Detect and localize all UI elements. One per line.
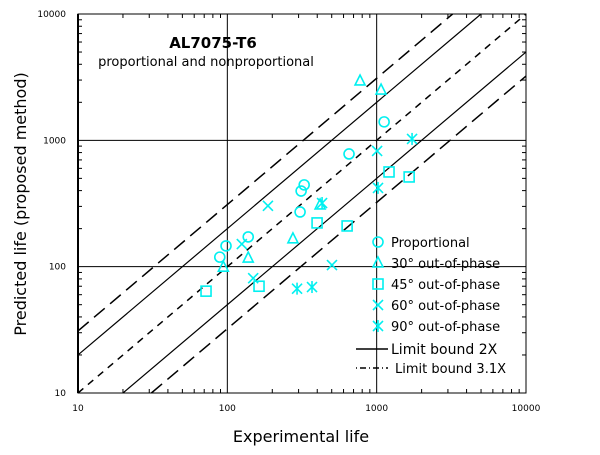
data-point-asterisk (372, 181, 384, 194)
x-tick-label: 100 (219, 404, 236, 414)
reference-line-long-dash (150, 75, 527, 394)
data-point-asterisk (316, 197, 328, 210)
data-point-circle (298, 179, 310, 191)
legend-marker-x (372, 299, 384, 311)
data-point-x (326, 259, 338, 271)
data-point-x (371, 145, 383, 157)
data-point-triangle (217, 259, 230, 273)
legend-label: 90° out-of-phase (391, 320, 500, 335)
data-point-circle (213, 251, 226, 263)
y-tick-label: 1000 (43, 136, 66, 146)
data-point-square (253, 280, 265, 293)
data-point-circle (220, 240, 232, 252)
data-point-square (341, 220, 353, 232)
legend-label: Limit bound 2X (391, 342, 498, 358)
data-point-circle (294, 206, 306, 218)
chart-subtitle: proportional and nonproportional (98, 55, 314, 70)
data-point-x (247, 272, 259, 284)
data-point-triangle (374, 82, 388, 95)
legend-label: Limit bound 3.1X (395, 362, 506, 377)
x-tick-label: 1000 (365, 404, 388, 414)
data-point-triangle (286, 231, 300, 244)
data-point-circle (343, 148, 355, 160)
data-point-circle (378, 116, 390, 128)
data-point-triangle (353, 73, 367, 86)
x-tick-label: 10 (72, 404, 84, 414)
data-point-x (262, 200, 274, 212)
legend-label: 60° out-of-phase (391, 299, 500, 314)
legend-label: Proportional (391, 236, 470, 251)
legend-marker-circle (372, 236, 384, 248)
y-tick-label: 100 (49, 263, 66, 273)
reference-line-dashed (77, 13, 527, 394)
data-point-circle (295, 185, 307, 197)
legend-label: 45° out-of-phase (391, 278, 500, 293)
data-point-square (383, 166, 395, 178)
data-point-x (236, 238, 248, 250)
reference-line-solid (122, 51, 527, 394)
y-tick-label: 10 (55, 389, 67, 399)
reference-line-solid (77, 13, 482, 356)
y-axis-label: Predicted life (proposed method) (11, 72, 30, 335)
data-point-asterisk (306, 281, 318, 294)
reference-line-long-dash (77, 13, 454, 332)
legend-label: 30° out-of-phase (391, 257, 500, 272)
chart-title: AL7075-T6 (169, 34, 257, 52)
data-point-circle (242, 231, 255, 243)
y-tick-label: 10000 (37, 10, 66, 20)
data-point-square (311, 217, 323, 229)
x-tick-label: 10000 (512, 404, 541, 414)
x-axis-label: Experimental life (233, 427, 369, 446)
data-point-asterisk (291, 282, 303, 295)
data-point-triangle (241, 250, 255, 263)
data-point-square (403, 171, 415, 183)
legend-marker-asterisk (372, 320, 384, 332)
data-point-asterisk (406, 132, 418, 145)
data-point-square (200, 285, 212, 297)
legend-marker-square (372, 278, 384, 290)
legend-marker-triangle (371, 255, 385, 268)
